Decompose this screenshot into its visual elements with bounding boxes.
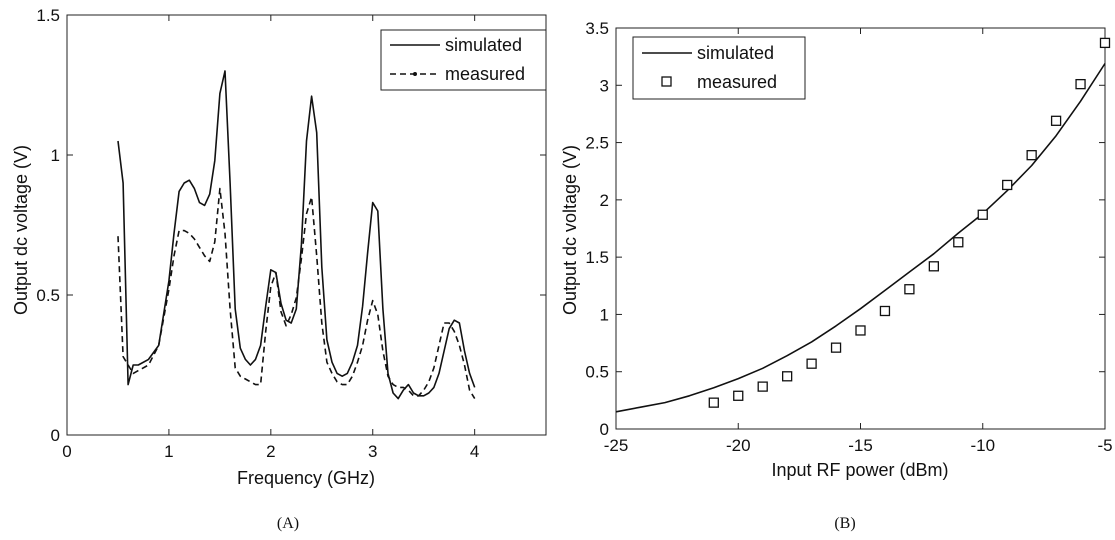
- plot-a-ytick-label: 0: [51, 426, 60, 445]
- plot-a-xtick-label: 2: [266, 442, 275, 461]
- plot-a-legend: simulated measured: [380, 29, 547, 91]
- plot-b-measured-point: [1050, 115, 1062, 126]
- plot-b-ticks: -25 -20 -15 -10 -5 0 0.5 1 1.5 2 2.5 3 3.5: [585, 19, 1112, 455]
- plot-b-series-simulated-line: [615, 63, 1106, 413]
- plot-b-xtick-label: -10: [970, 436, 995, 455]
- plot-a-ytick-label: 1: [51, 146, 60, 165]
- plot-b-ytick-label: 0.5: [585, 363, 609, 382]
- plot-a-legend-measured-dot: [413, 72, 417, 76]
- plot-b-legend-simulated: simulated: [697, 43, 774, 63]
- plot-a-series-simulated-line: [117, 70, 476, 400]
- plot-b-xtick-label: -15: [848, 436, 873, 455]
- plot-a-xtick-label: 3: [368, 442, 377, 461]
- plot-b-ytick-label: 2: [600, 191, 609, 210]
- panel-a: 0 1 2 3 4 0 0.5 1 1.5 Frequency (GHz) Output dc …: [11, 6, 547, 532]
- plot-b-measured-point: [928, 261, 939, 272]
- plot-b-xtick-label: -25: [604, 436, 629, 455]
- plot-b-measured-point: [855, 325, 866, 336]
- plot-a-legend-measured: measured: [445, 64, 525, 84]
- plot-a-xlabel: Frequency (GHz): [237, 468, 375, 488]
- plot-b-measured-point: [904, 284, 915, 295]
- plot-b-measured-point: [1002, 179, 1013, 191]
- plot-b-legend-box: [632, 36, 806, 100]
- plot-a-ylabel: Output dc voltage (V): [11, 145, 31, 315]
- plot-b-measured-point: [806, 358, 817, 369]
- plot-a-legend-simulated: simulated: [445, 35, 522, 55]
- plot-b-ytick-label: 3: [600, 76, 609, 95]
- plot-b-measured-point: [1026, 150, 1037, 161]
- plot-b-ylabel: Output dc voltage (V): [560, 145, 580, 315]
- plot-b-measured-point: [977, 209, 988, 220]
- plot-b-measured-point: [830, 342, 842, 353]
- plot-a-ytick-label: 1.5: [36, 6, 60, 25]
- plot-b-measured-point: [757, 381, 768, 392]
- plot-b-ytick-label: 0: [600, 420, 609, 439]
- plot-a-ytick-label: 0.5: [36, 286, 60, 305]
- plot-b-legend: simulated measured: [632, 36, 806, 100]
- plot-b-measured-point: [782, 371, 793, 382]
- plot-a-series-measured-line: [117, 187, 476, 400]
- plot-a-frame: [66, 14, 547, 436]
- plot-b-xlabel: Input RF power (dBm): [771, 460, 948, 480]
- plot-a-ticks: 0 1 2 3 4 0 0.5 1 1.5: [36, 6, 546, 461]
- panel-b: -25 -20 -15 -10 -5 0 0.5 1 1.5 2 2.5 3 3.5 Input RF …: [560, 19, 1113, 532]
- plot-b-xtick-label: -5: [1097, 436, 1112, 455]
- plot-b-ytick-label: 1: [600, 305, 609, 324]
- plot-b-measured-point: [1099, 37, 1111, 49]
- plot-b-ytick-label: 1.5: [585, 248, 609, 267]
- plot-b-measured-point: [708, 397, 719, 408]
- caption-b: (B): [834, 515, 855, 532]
- plot-a-xtick-label: 4: [470, 442, 479, 461]
- plot-b-legend-measured: measured: [697, 72, 777, 92]
- plot-a-lines: [117, 70, 476, 400]
- plot-b-lines: [615, 37, 1111, 413]
- plot-b-measured-point: [953, 237, 964, 248]
- plot-b-legend-measured-swatch: [661, 76, 672, 87]
- plot-b-measured-point: [879, 305, 891, 317]
- plot-b-measured-point: [733, 390, 744, 401]
- plot-a-legend-box: [380, 29, 547, 91]
- plot-a-xtick-label: 0: [62, 442, 71, 461]
- caption-a: (A): [277, 515, 299, 532]
- plot-b-ytick-label: 3.5: [585, 19, 609, 38]
- plot-b-ytick-label: 2.5: [585, 134, 609, 153]
- plot-b-xtick-label: -20: [726, 436, 751, 455]
- plot-a-xtick-label: 1: [164, 442, 173, 461]
- plot-b-measured-point: [1075, 78, 1086, 90]
